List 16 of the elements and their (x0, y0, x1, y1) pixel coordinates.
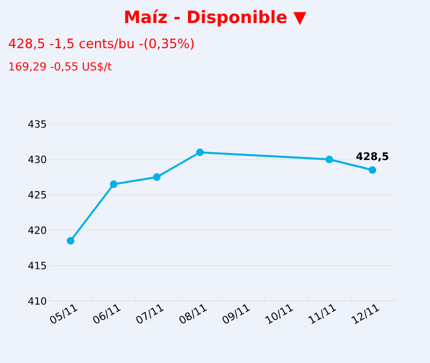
y-tick-label: 435 (28, 120, 46, 128)
point (153, 173, 161, 181)
y-tick-label: 415 (28, 262, 46, 270)
y-tick-label: 425 (28, 191, 46, 199)
y-tick-label: 420 (28, 226, 46, 234)
y-tick-label: 410 (28, 297, 46, 305)
y-tick-label: 430 (28, 156, 46, 164)
point (196, 148, 204, 156)
point (110, 180, 118, 188)
point (326, 156, 334, 164)
point (66, 237, 74, 245)
text: 169,29 -0,55 US$/t (9, 62, 112, 72)
annotation: 428,5 (356, 152, 388, 162)
point (368, 166, 376, 174)
chart-title: Maíz - Disponible ▼ (125, 9, 306, 27)
chart-subtitle: 428,5 -1,5 cents/bu -(0,35%) (8, 38, 194, 50)
